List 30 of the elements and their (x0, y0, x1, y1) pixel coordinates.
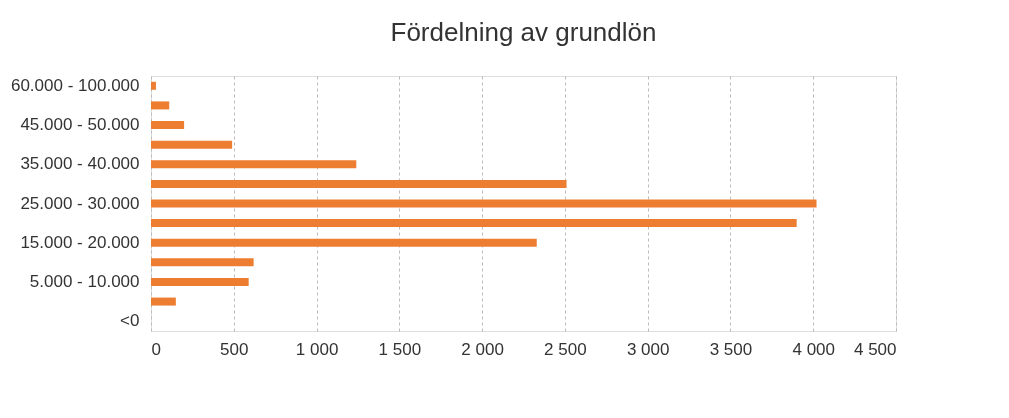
x-tick-label: 4 000 (792, 339, 835, 359)
y-tick-label: 5.000 - 10.000 (29, 271, 140, 291)
y-tick-label: 45.000 - 50.000 (20, 115, 140, 135)
bar (151, 297, 176, 306)
bar (151, 199, 817, 208)
x-tick-label: 2 500 (544, 339, 587, 359)
bar (151, 140, 233, 149)
x-tick-label: 3 500 (709, 339, 753, 359)
bar (151, 277, 249, 286)
bar (151, 179, 567, 188)
x-tick-label: 1 500 (378, 339, 422, 359)
y-tick-label: 60.000 - 100.000 (10, 75, 140, 95)
y-tick-label: 35.000 - 40.000 (20, 154, 140, 174)
y-tick-label: 25.000 - 30.000 (20, 193, 140, 213)
y-tick-label: 15.000 - 20.000 (20, 232, 140, 252)
x-tick-label: 1 000 (295, 339, 339, 359)
bar (151, 238, 537, 247)
x-tick-label: 3 000 (626, 339, 670, 359)
x-tick-label: 2 000 (461, 339, 504, 359)
bar (151, 160, 357, 169)
x-tick-label: 0 (151, 339, 161, 359)
y-tick-label: <0 (120, 311, 140, 331)
bar (151, 101, 170, 110)
bar (151, 219, 797, 228)
x-tick-label: 4 500 (853, 339, 897, 359)
x-tick-label: 500 (220, 339, 249, 359)
bar (151, 81, 156, 90)
chart-title: Fördelning av grundlön (390, 17, 657, 47)
bar (151, 258, 254, 267)
bar (151, 121, 185, 130)
